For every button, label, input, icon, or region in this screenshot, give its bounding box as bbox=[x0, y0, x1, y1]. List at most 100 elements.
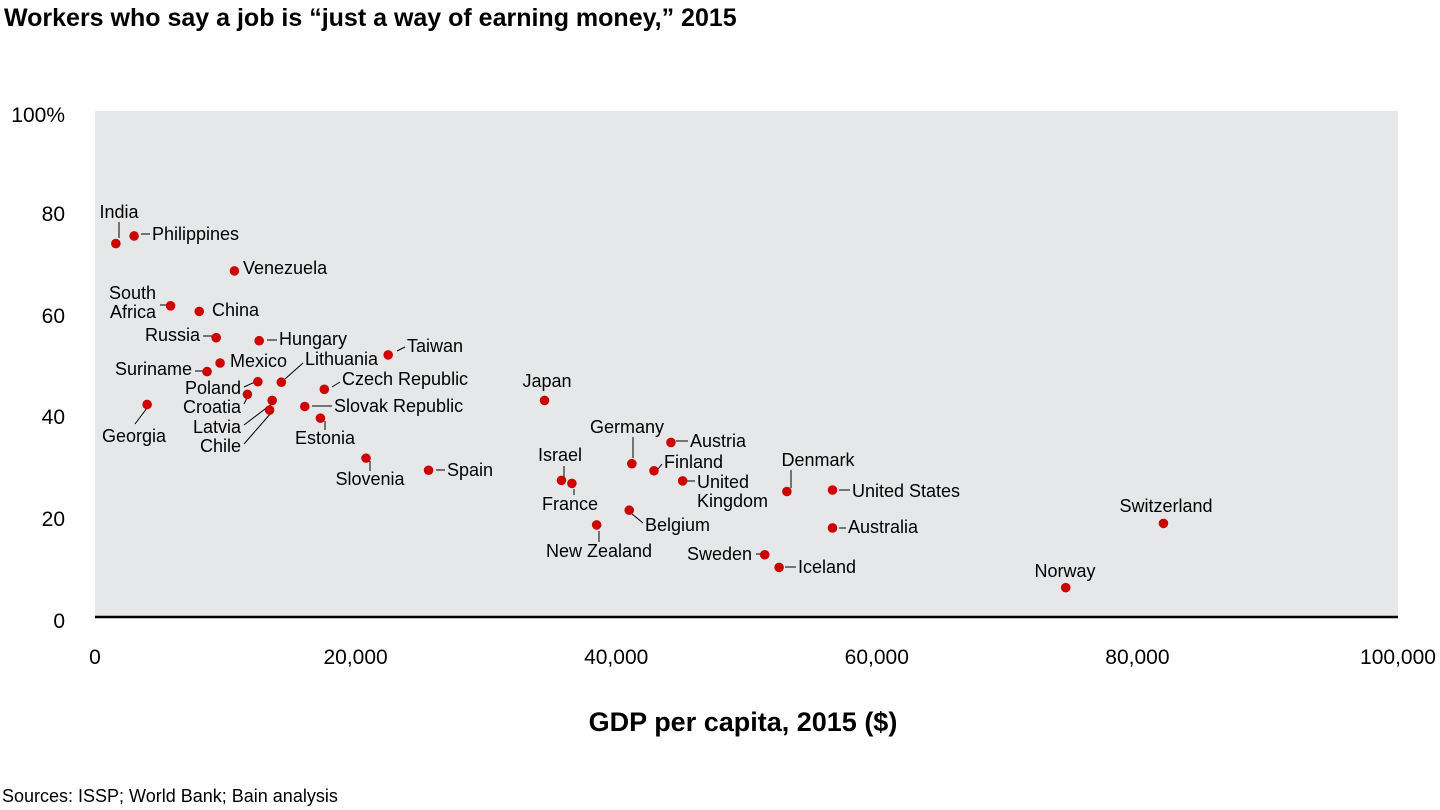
data-point-hungary bbox=[254, 335, 264, 346]
point-label-switzerland: Switzerland bbox=[1119, 496, 1212, 516]
point-label-finland: Finland bbox=[664, 452, 723, 472]
y-axis: 0 20 40 60 80 100% bbox=[11, 104, 65, 633]
y-tick-label: 0 bbox=[53, 610, 65, 633]
point-label-slovenia: Slovenia bbox=[335, 469, 405, 489]
y-tick-label: 60 bbox=[42, 305, 65, 328]
data-point-united-states bbox=[827, 485, 838, 495]
leader-line bbox=[657, 463, 663, 470]
point-label-mexico: Mexico bbox=[230, 351, 287, 371]
point-label-united-states: United States bbox=[852, 481, 960, 501]
x-tick-label: 100,000 bbox=[1360, 646, 1436, 669]
data-point-new-zealand bbox=[591, 520, 602, 530]
data-point-israel bbox=[556, 475, 567, 486]
point-label-poland: Poland bbox=[185, 378, 241, 398]
plot-area bbox=[95, 111, 1398, 617]
point-label-spain: Spain bbox=[447, 460, 493, 480]
point-label-philippines: Philippines bbox=[152, 224, 239, 244]
data-point-iceland bbox=[774, 562, 784, 573]
point-label-japan: Japan bbox=[522, 371, 571, 391]
data-point-australia bbox=[827, 523, 838, 533]
data-point-poland bbox=[253, 376, 263, 387]
point-label-latvia: Latvia bbox=[193, 417, 242, 437]
data-point-germany bbox=[627, 458, 637, 469]
data-point-czech-republic bbox=[319, 384, 330, 395]
data-point-france bbox=[567, 478, 577, 489]
x-tick-label: 40,000 bbox=[584, 646, 648, 669]
point-label-russia: Russia bbox=[145, 325, 201, 345]
point-label-iceland: Iceland bbox=[798, 557, 856, 577]
x-tick-label: 60,000 bbox=[845, 646, 909, 669]
data-point-belgium bbox=[624, 505, 635, 516]
point-label-austria: Austria bbox=[690, 431, 747, 451]
label-leaders bbox=[118, 222, 850, 568]
point-label-slovak-republic: Slovak Republic bbox=[334, 396, 463, 416]
data-point-austria bbox=[666, 437, 676, 448]
data-point-lithuania bbox=[276, 377, 287, 388]
data-point-switzerland bbox=[1158, 518, 1169, 529]
point-label-germany: Germany bbox=[590, 417, 664, 437]
point-label-czech-republic: Czech Republic bbox=[342, 369, 468, 389]
data-point-mexico bbox=[215, 358, 225, 368]
point-label-taiwan: Taiwan bbox=[407, 336, 463, 356]
data-point-denmark bbox=[782, 486, 792, 497]
data-point-philippines bbox=[129, 231, 139, 241]
chart-title: Workers who say a job is “just a way of … bbox=[4, 4, 737, 32]
point-label-new-zealand: New Zealand bbox=[546, 541, 652, 561]
y-tick-label: 100% bbox=[11, 104, 65, 127]
data-point-japan bbox=[539, 395, 550, 406]
data-point-china bbox=[194, 306, 205, 317]
data-point-taiwan bbox=[383, 350, 393, 360]
point-label-france: France bbox=[542, 494, 598, 514]
leader-line bbox=[243, 381, 256, 388]
data-points bbox=[111, 231, 1169, 593]
point-label-chile: Chile bbox=[200, 436, 241, 456]
data-point-chile bbox=[264, 405, 275, 415]
x-tick-label: 20,000 bbox=[323, 646, 387, 669]
point-label-denmark: Denmark bbox=[781, 450, 855, 470]
data-point-latvia bbox=[267, 395, 278, 406]
point-label-australia: Australia bbox=[848, 517, 919, 537]
data-point-sweden bbox=[759, 549, 770, 560]
point-label-venezuela: Venezuela bbox=[243, 258, 328, 278]
data-point-slovak-republic bbox=[299, 401, 310, 412]
point-label-south-africa: South Africa bbox=[109, 283, 157, 322]
point-label-norway: Norway bbox=[1034, 561, 1095, 581]
data-point-russia bbox=[211, 332, 221, 343]
point-label-belgium: Belgium bbox=[645, 515, 710, 535]
x-tick-label: 0 bbox=[89, 646, 101, 669]
y-tick-label: 80 bbox=[42, 203, 65, 226]
point-label-croatia: Croatia bbox=[183, 397, 242, 417]
data-point-estonia bbox=[315, 413, 326, 423]
data-point-norway bbox=[1060, 582, 1071, 593]
leader-line bbox=[396, 346, 406, 352]
x-axis: 0 20,000 40,000 60,000 80,000 100,000 bbox=[89, 646, 1436, 669]
point-label-india: India bbox=[99, 202, 139, 222]
leader-line bbox=[631, 513, 644, 524]
point-label-hungary: Hungary bbox=[279, 329, 347, 349]
y-tick-label: 40 bbox=[42, 406, 65, 429]
point-label-israel: Israel bbox=[538, 445, 582, 465]
data-point-united-kingdom bbox=[677, 476, 688, 486]
data-point-south-africa bbox=[165, 301, 176, 311]
data-point-venezuela bbox=[229, 266, 240, 276]
data-point-spain bbox=[423, 465, 434, 476]
data-point-india bbox=[111, 238, 121, 249]
data-point-georgia bbox=[142, 399, 152, 410]
leader-line bbox=[331, 381, 341, 388]
point-label-georgia: Georgia bbox=[102, 426, 167, 446]
x-axis-title: GDP per capita, 2015 ($) bbox=[588, 707, 898, 737]
point-label-suriname: Suriname bbox=[115, 359, 192, 379]
data-point-finland bbox=[649, 465, 659, 476]
point-label-lithuania: Lithuania bbox=[305, 349, 379, 369]
data-point-suriname bbox=[202, 366, 212, 377]
point-label-sweden: Sweden bbox=[687, 544, 752, 564]
leader-line bbox=[284, 362, 304, 380]
x-tick-label: 80,000 bbox=[1105, 646, 1169, 669]
leader-line bbox=[134, 407, 148, 425]
data-point-croatia bbox=[242, 389, 253, 400]
point-label-united-kingdom: United Kingdom bbox=[697, 472, 768, 511]
source-note: Sources: ISSP; World Bank; Bain analysis bbox=[2, 786, 338, 806]
y-tick-label: 20 bbox=[42, 508, 65, 531]
